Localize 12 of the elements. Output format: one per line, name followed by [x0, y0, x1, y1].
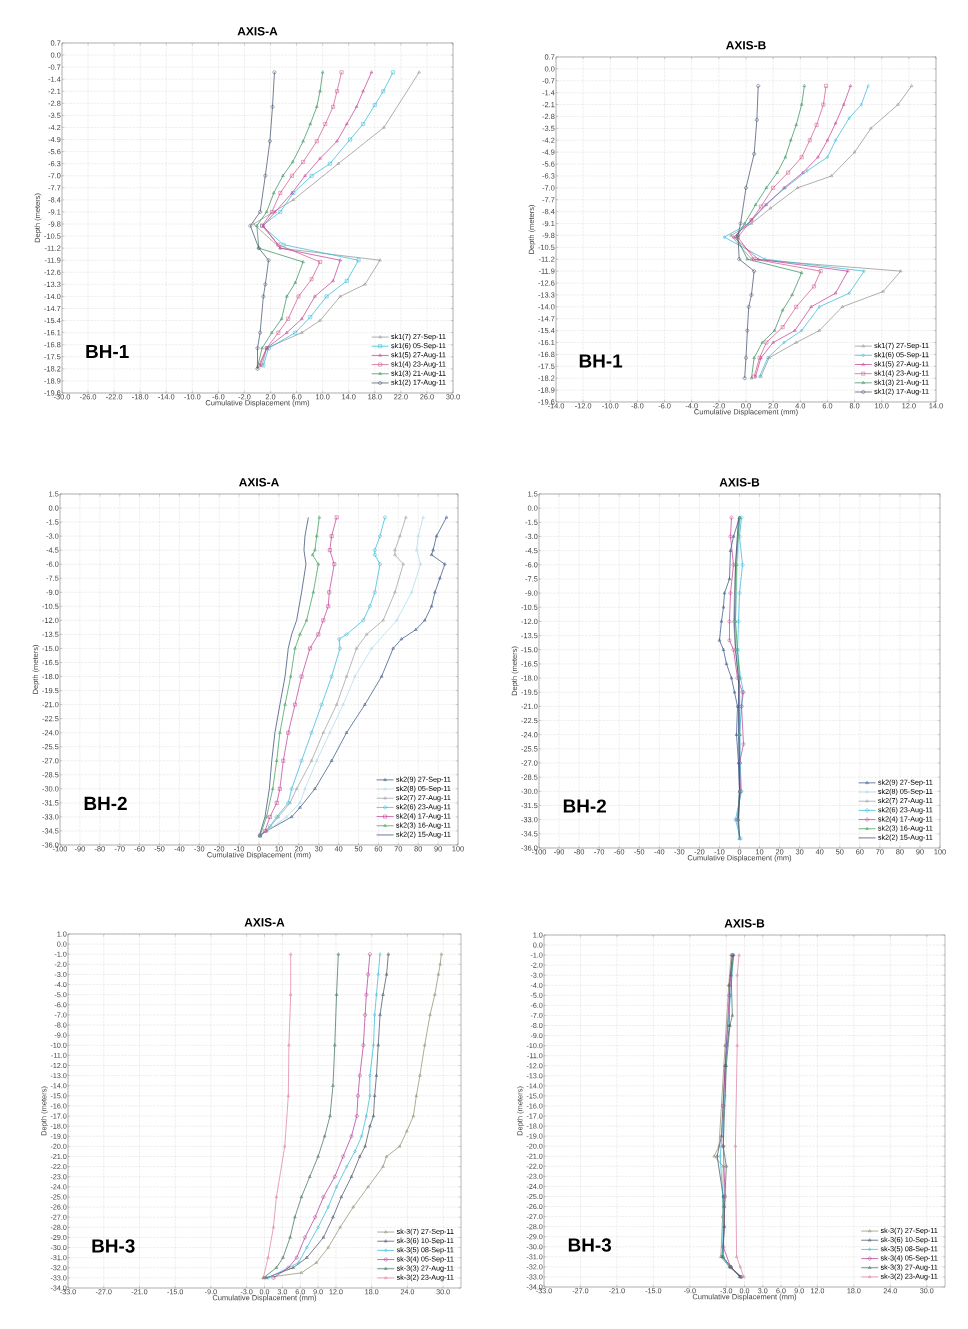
annotation: BH-2	[563, 799, 606, 813]
annotation: BH-1	[86, 344, 129, 358]
chart-title: AXIS-A	[244, 918, 285, 927]
chart-title: AXIS-B	[726, 41, 766, 50]
annotation: BH-1	[579, 354, 623, 368]
chart-title: AXIS-B	[724, 919, 765, 928]
chart-title: AXIS-A	[239, 478, 279, 487]
chart-title: AXIS-A	[237, 27, 278, 36]
annotation: BH-3	[568, 1238, 612, 1252]
chart-title: AXIS-B	[719, 478, 760, 487]
annotation: BH-2	[84, 796, 127, 810]
annotation: BH-3	[92, 1239, 135, 1253]
